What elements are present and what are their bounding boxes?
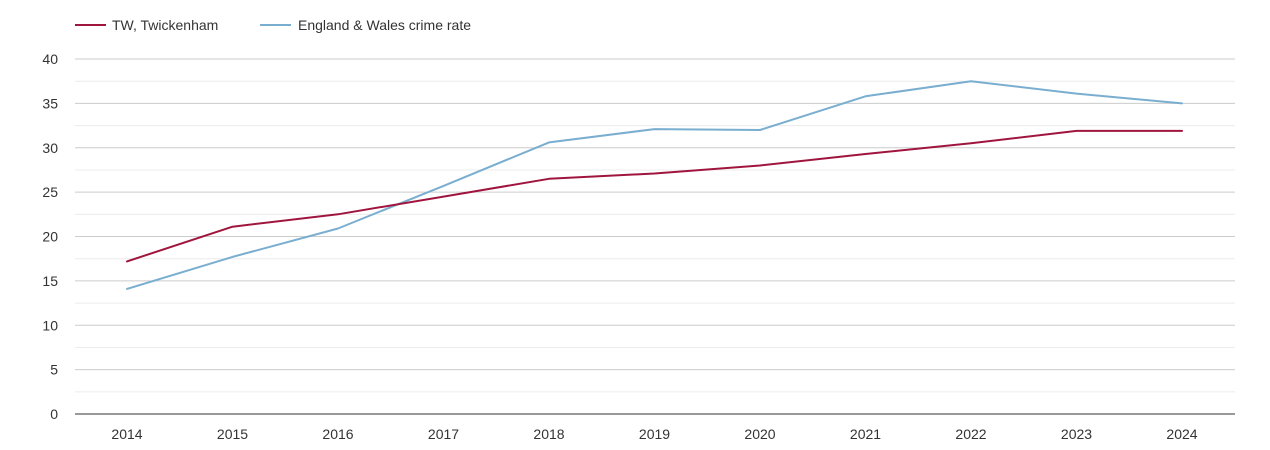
x-tick-label: 2024	[1166, 426, 1197, 442]
legend: TW, Twickenham England & Wales crime rat…	[75, 17, 471, 33]
y-tick-label: 25	[42, 184, 58, 200]
legend-item-england-wales[interactable]: England & Wales crime rate	[260, 17, 471, 33]
y-tick-label: 0	[50, 406, 58, 422]
series-line-tw-twickenham[interactable]	[126, 129, 1183, 263]
series-line-england-wales-crime-rate[interactable]	[126, 80, 1183, 290]
y-tick-label: 10	[42, 317, 58, 333]
legend-item-twickenham[interactable]: TW, Twickenham	[75, 17, 218, 33]
legend-label-twickenham: TW, Twickenham	[112, 17, 218, 33]
y-tick-label: 20	[42, 229, 58, 245]
y-tick-label: 5	[50, 362, 58, 378]
x-tick-label: 2022	[955, 426, 986, 442]
gridlines	[75, 58, 1235, 393]
y-tick-label: 30	[42, 140, 58, 156]
x-tick-label: 2023	[1061, 426, 1092, 442]
legend-label-england-wales: England & Wales crime rate	[298, 17, 471, 33]
x-tick-label: 2014	[111, 426, 142, 442]
x-tick-label: 2016	[322, 426, 353, 442]
y-axis: 0 5 10 15 20 25 30 35 40	[42, 51, 58, 422]
x-axis: 2014 2015 2016 2017 2018 2019 2020 2021 2022 2023…	[75, 413, 1235, 442]
x-tick-label: 2015	[217, 426, 248, 442]
y-tick-label: 40	[42, 51, 58, 67]
x-tick-label: 2019	[639, 426, 670, 442]
y-tick-label: 15	[42, 273, 58, 289]
y-tick-label: 35	[42, 95, 58, 111]
x-tick-label: 2020	[744, 426, 775, 442]
x-tick-label: 2018	[533, 426, 564, 442]
series-lines	[126, 80, 1183, 290]
x-tick-label: 2017	[428, 426, 459, 442]
x-tick-label: 2021	[850, 426, 881, 442]
